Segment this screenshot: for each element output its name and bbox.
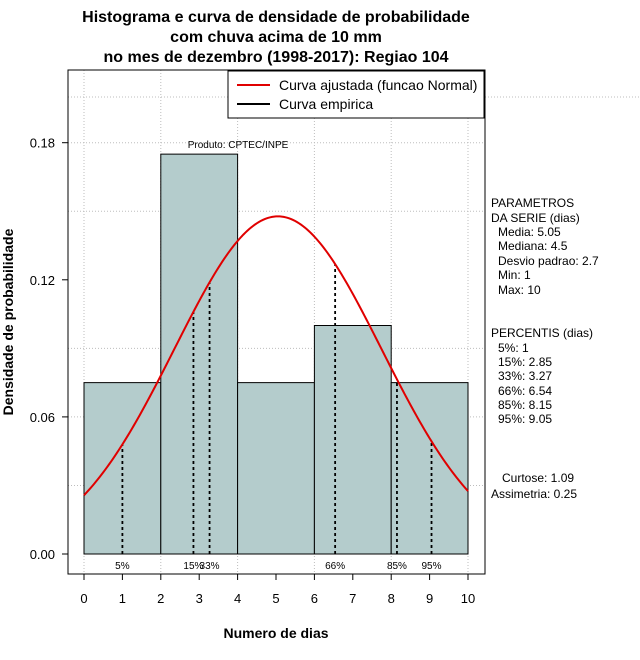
percentil-85: 85%: 8.15	[498, 398, 552, 412]
x-tick-label: 8	[388, 591, 395, 606]
axes: 0 1 2 3 4 5 6 7 8 9 10 0.00 0.06 0.12 0.18	[30, 136, 476, 606]
percentile-label: 33%	[200, 561, 220, 572]
chart-title-line-2: com chuva acima de 10 mm	[170, 29, 382, 46]
percentile-label: 95%	[422, 561, 442, 572]
histogram-bar	[160, 153, 239, 555]
x-tick-label: 6	[311, 591, 318, 606]
histogram-bar	[237, 382, 315, 555]
x-tick-label: 5	[272, 591, 279, 606]
assimetria: Assimetria: 0.25	[491, 487, 577, 501]
x-tick-label: 9	[426, 591, 433, 606]
percentis-title: PERCENTIS (dias)	[491, 326, 593, 340]
x-tick-label: 10	[461, 591, 475, 606]
curtose: Curtose: 1.09	[502, 471, 574, 485]
legend-box	[227, 70, 485, 119]
parametro-min: Min: 1	[498, 268, 531, 282]
percentil-5: 5%: 1	[498, 341, 529, 355]
x-axis-title: Numero de dias	[223, 625, 328, 641]
chart-title-line-3: no mes de dezembro (1998-2017): Regiao 1…	[103, 49, 448, 66]
x-tick-label: 0	[80, 591, 87, 606]
parametros-title-1: PARAMETROS	[491, 196, 574, 210]
percentile-label: 5%	[115, 561, 130, 572]
y-tick-label: 0.06	[30, 410, 55, 425]
parametros-title-2: DA SERIE (dias)	[491, 211, 580, 225]
percentil-15: 15%: 2.85	[498, 355, 552, 369]
legend-label-normal: Curva ajustada (funcao Normal)	[279, 77, 477, 93]
percentil-33: 33%: 3.27	[498, 369, 552, 383]
legend-label-empirical: Curva empirica	[279, 96, 373, 112]
histogram-bar	[390, 382, 469, 555]
percentile-label: 15%	[183, 561, 203, 572]
x-tick-label: 3	[196, 591, 203, 606]
x-tick-label: 1	[119, 591, 126, 606]
percentile-label: 85%	[387, 561, 407, 572]
y-tick-label: 0.00	[30, 547, 55, 562]
parametro-media: Media: 5.05	[498, 225, 561, 239]
normal-curve-layer	[83, 215, 469, 496]
histogram-bars	[83, 153, 469, 555]
histogram-bar	[313, 325, 392, 555]
x-tick-label: 2	[157, 591, 164, 606]
percentile-label: 66%	[325, 561, 345, 572]
x-tick-label: 7	[349, 591, 356, 606]
legend: Curva ajustada (funcao Normal) Curva emp…	[227, 70, 485, 119]
y-tick-label: 0.18	[30, 136, 55, 151]
y-axis-title: Densidade de probabilidade	[0, 228, 16, 415]
y-tick-label: 0.12	[30, 273, 55, 288]
parametro-max: Max: 10	[498, 283, 541, 297]
chart-title-line-1: Histograma e curva de densidade de proba…	[82, 9, 470, 26]
percentil-66: 66%: 6.54	[498, 384, 552, 398]
side-panel: PARAMETROS DA SERIE (dias) Media: 5.05 M…	[491, 196, 599, 501]
product-label: Produto: CPTEC/INPE	[188, 140, 289, 151]
percentile-lines: 5% 15%33% 66% 85% 95%	[115, 264, 442, 572]
parametro-desvio: Desvio padrao: 2.7	[498, 254, 599, 268]
normal-density-curve	[83, 215, 469, 496]
x-tick-label: 4	[234, 591, 241, 606]
percentil-95: 95%: 9.05	[498, 412, 552, 426]
parametro-mediana: Mediana: 4.5	[498, 239, 568, 253]
